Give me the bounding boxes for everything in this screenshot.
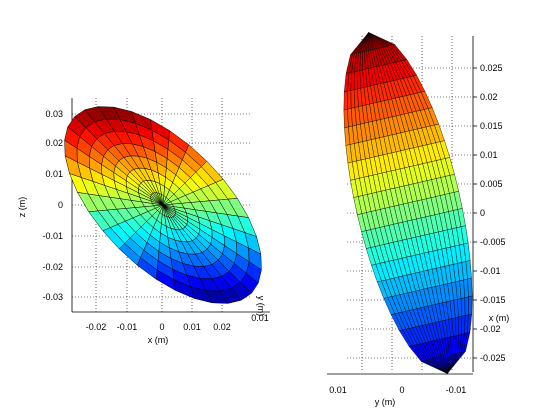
surface-patch <box>458 316 463 336</box>
right-x-axis-label: x (m) <box>489 313 510 323</box>
left-x-tick-label: 0 <box>159 322 164 332</box>
left-x-tick-label: -0.02 <box>86 322 107 332</box>
right-z-tick-label: -0.015 <box>480 295 506 305</box>
left-z-tick-label: -0.02 <box>42 262 63 272</box>
right-y-tick-label: -0.01 <box>446 385 467 395</box>
left-ellipsoid-surface <box>64 106 262 304</box>
left-z-tick-label: -0.03 <box>42 292 63 302</box>
right-z-tick-label: 0.01 <box>480 150 498 160</box>
surface-patch <box>347 90 352 110</box>
left-z-tick-label: 0.03 <box>45 109 63 119</box>
left-y-tick-label: 0.01 <box>251 313 269 323</box>
right-z-tick-label: 0.005 <box>480 179 503 189</box>
right-z-tick-label: 0 <box>480 208 485 218</box>
left-x-tick-labels: -0.02 -0.01 0 0.01 0.02 <box>86 322 231 332</box>
right-z-tick-label: 0.02 <box>480 92 498 102</box>
surface-patch <box>447 351 467 374</box>
right-z-tick-label: 0.015 <box>480 121 503 131</box>
left-z-tick-label: 0.01 <box>45 169 63 179</box>
surface-patch <box>464 296 469 316</box>
left-x-tick-label: 0.01 <box>183 322 201 332</box>
right-z-tick-label: -0.025 <box>480 353 506 363</box>
surface-patch <box>343 90 348 111</box>
right-y-tick-label: 0 <box>399 385 404 395</box>
right-z-tick-label: -0.01 <box>480 266 501 276</box>
right-z-tick-labels: 0.025 0.02 0.015 0.01 0.005 0 -0.005 -0.01 -0.01… <box>480 63 506 363</box>
left-z-tick-label: 0 <box>58 200 63 210</box>
left-x-axis-label: x (m) <box>148 335 169 345</box>
surface-patch <box>359 51 363 71</box>
right-y-axis-label: y (m) <box>375 397 396 407</box>
left-z-tick-label: -0.01 <box>42 231 63 241</box>
left-y-axis-label: y (m) <box>256 296 266 317</box>
right-z-tick-label: 0.025 <box>480 63 503 73</box>
right-z-tick-label: -0.005 <box>480 237 506 247</box>
surface-patch <box>460 297 466 317</box>
right-y-tick-labels: 0.01 0 -0.01 <box>329 385 466 395</box>
left-x-tick-label: -0.01 <box>117 322 138 332</box>
right-y-tick-label: 0.01 <box>329 385 347 395</box>
left-x-tick-label: 0.02 <box>213 322 231 332</box>
surface-patch <box>468 295 473 316</box>
left-z-tick-label: 0.02 <box>45 138 63 148</box>
surface-patch <box>350 71 355 91</box>
left-z-tick-labels: 0.03 0.02 0.01 0 -0.01 -0.02 -0.03 <box>42 109 63 302</box>
right-ellipsoid-surface <box>343 32 473 374</box>
right-z-tick-label: -0.02 <box>480 324 501 334</box>
surface-patch <box>353 70 358 90</box>
right-plot: 0.01 0 -0.01 0.025 0.02 0.015 0.01 0.005 0 -0.00… <box>327 32 509 407</box>
left-z-axis-label: z (m) <box>17 197 27 218</box>
surface-patch <box>240 273 259 294</box>
surface-patch <box>467 277 473 298</box>
surface-patch <box>455 316 460 336</box>
left-plot: -0.02 -0.01 0 0.01 0.02 0.030.020.010-0.01-0… <box>17 98 270 345</box>
